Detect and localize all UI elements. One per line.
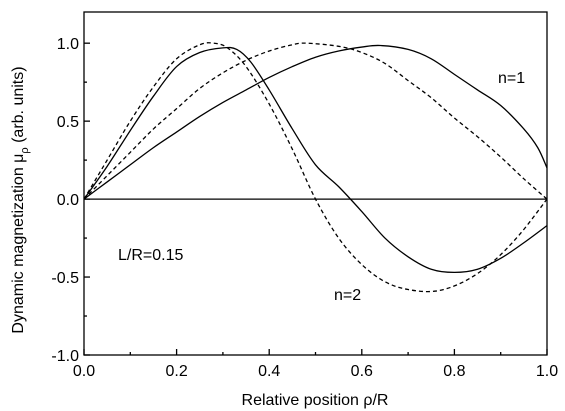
y-tick-label-2: 0.0 [57,192,79,209]
annotation-n1: n=1 [498,70,525,87]
y-axis-label: Dynamic magnetization μρ (arb. units) [10,66,31,333]
x-tick-label-3: 0.6 [351,363,373,380]
y-tick-label-4: 1.0 [57,36,79,53]
x-tick-label-1: 0.2 [165,363,187,380]
y-tick-label-3: 0.5 [57,114,79,131]
y-axis-label-subscript: ρ [19,147,31,153]
series-1-line [83,46,548,274]
x-tick-label-2: 0.4 [258,363,280,380]
plot-frame [83,11,548,356]
x-tick-label-0: 0.0 [73,363,95,380]
ticks-layer [83,42,548,356]
y-tick-label-0: -1.0 [51,348,79,365]
series-0-line [83,44,548,200]
y-axis-label-tail: (arb. units) [10,66,27,147]
x-axis-label: Relative position ρ/R [242,392,389,409]
series-2-line [83,42,548,200]
x-tick-label-5: 1.0 [536,363,558,380]
y-axis-label-main: Dynamic magnetization μ [10,154,27,334]
curves-layer [83,42,548,293]
series-3-line [83,42,548,293]
annotation-n2: n=2 [334,287,361,304]
tick-labels-layer: 0.0 0.2 0.4 0.6 0.8 1.0 -1.0 -0.5 0.0 0.5 1.0 [51,36,558,380]
y-tick-label-1: -0.5 [51,270,79,287]
x-tick-label-4: 0.8 [443,363,465,380]
annotation-lr: L/R=0.15 [118,247,183,264]
